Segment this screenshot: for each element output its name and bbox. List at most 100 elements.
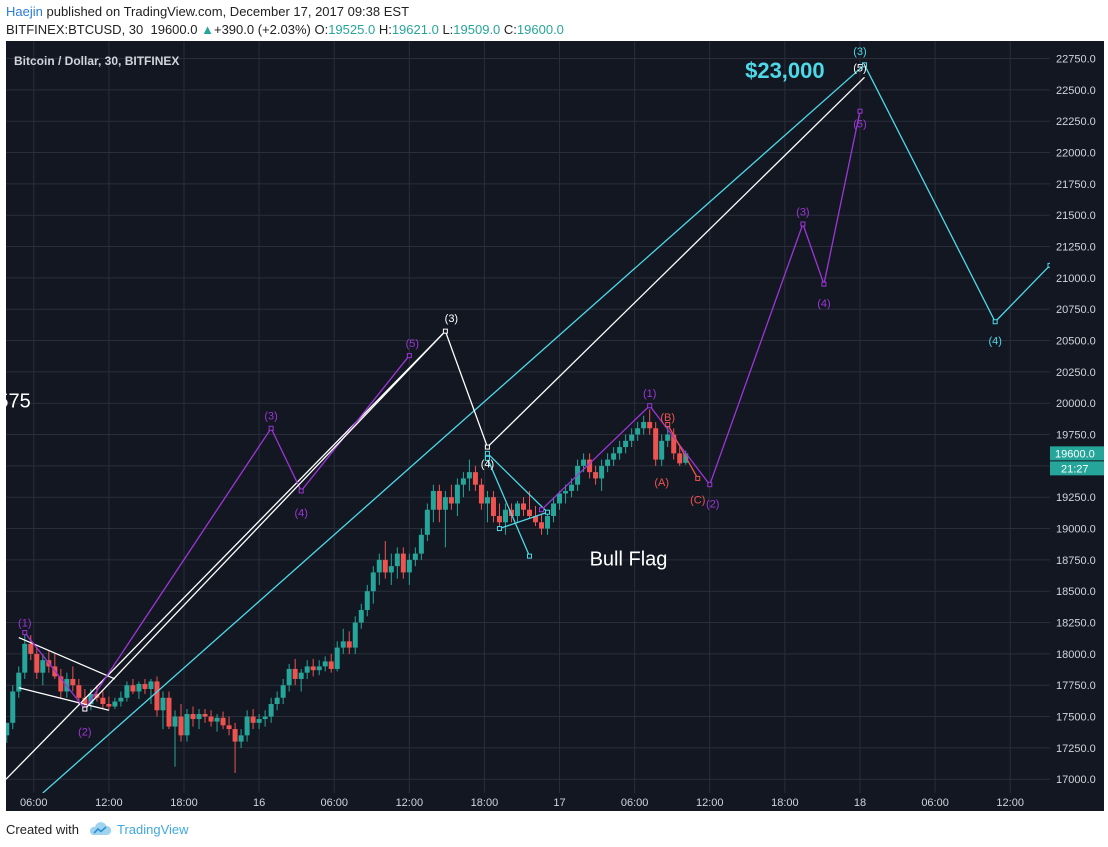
- candle-body: [412, 553, 418, 560]
- candle-body: [484, 497, 490, 504]
- price-axis[interactable]: 17000.0 17250.0 17500.0 17750.0 18000.0 18250…: [1050, 41, 1104, 793]
- candle-body: [250, 716, 256, 723]
- wave-label: (5): [406, 338, 419, 350]
- wave-point: [527, 553, 533, 559]
- candle-body: [268, 704, 274, 717]
- chart-annotation: $23,000: [745, 58, 825, 83]
- wave-point: [496, 526, 502, 532]
- tradingview-cloud-icon[interactable]: [88, 821, 112, 837]
- wave-point: [442, 328, 448, 334]
- candle-body: [304, 666, 310, 673]
- wave-point: [484, 450, 490, 456]
- open-value: 19525.0: [328, 22, 376, 37]
- wave-line: [24, 355, 410, 711]
- price-tick-label: 21000.0: [1056, 273, 1096, 285]
- candle-body: [16, 672, 22, 692]
- candle-body: [520, 503, 526, 510]
- candle-body: [448, 497, 454, 504]
- candle-body: [280, 685, 286, 698]
- wave-line: [667, 424, 699, 479]
- wave-label: (4): [294, 507, 307, 519]
- wave-lines: [6, 62, 1050, 793]
- price-tick-label: 19000.0: [1056, 524, 1096, 536]
- candle-body: [238, 735, 244, 742]
- wave-label: (3): [796, 206, 809, 218]
- time-axis[interactable]: 06:00 12:00 18:00 16 06:00 12:00 18:00 17 06:00 1…: [6, 793, 1104, 811]
- time-tick-label: 17: [553, 797, 565, 809]
- candle-body: [286, 668, 292, 686]
- close-label: C:: [503, 22, 517, 37]
- candle-body: [196, 714, 202, 720]
- wave-label: (5): [853, 119, 866, 131]
- time-tick-label: 06:00: [320, 797, 348, 809]
- candle-body: [677, 453, 683, 464]
- wave-label: (2): [706, 498, 719, 510]
- wave-label: (A): [654, 477, 669, 489]
- chart-plot-area[interactable]: (1) (2) (3) (4) (5) (3) (4) (1) (B) (A) (C) (2) (3)(…: [6, 41, 1050, 793]
- open-label: O:: [314, 22, 329, 37]
- wave-point: [22, 630, 28, 636]
- wave-label: (1): [18, 618, 31, 630]
- candle-body: [334, 647, 340, 669]
- candle-body: [256, 719, 262, 723]
- price-tick-label: 19250.0: [1056, 492, 1096, 504]
- candle-body: [527, 509, 533, 517]
- price-tick-label: 18250.0: [1056, 618, 1096, 630]
- candle-body: [533, 516, 539, 523]
- wave-point: [484, 455, 490, 461]
- price-axis-canvas: 17000.0 17250.0 17500.0 17750.0 18000.0 18250…: [1050, 54, 1104, 786]
- candle-body: [130, 685, 136, 692]
- wave-point: [545, 509, 551, 515]
- tradingview-link[interactable]: TradingView: [117, 822, 189, 837]
- wave-point: [857, 108, 863, 114]
- wave-label: (4): [481, 458, 494, 470]
- candle-body: [28, 643, 34, 654]
- wave-point: [800, 221, 806, 227]
- time-tick-label: 18:00: [170, 797, 198, 809]
- wave-line: [486, 458, 531, 557]
- wave-line: [863, 64, 1050, 323]
- trend-line: [6, 330, 446, 780]
- price-tick-label: 19750.0: [1056, 430, 1096, 442]
- candle-body: [611, 453, 617, 460]
- ohlc-line: BITFINEX:BTCUSD, 30 19600.0 ▲+390.0 (+2.…: [6, 22, 564, 37]
- time-tick-label: 18: [854, 797, 866, 809]
- candle-body: [466, 472, 472, 479]
- countdown-tag: [1050, 461, 1104, 476]
- time-tick-label: 16: [253, 797, 265, 809]
- price-tick-label: 18000.0: [1056, 649, 1096, 661]
- chart-canvas[interactable]: (1)(2)(3)(4)(5)(3)(4)(1)(B)(A)(C) (2)(3)(…: [6, 41, 1050, 793]
- wave-point: [647, 403, 653, 409]
- candle-body: [220, 717, 226, 726]
- time-tick-label: 06:00: [621, 797, 649, 809]
- candle-body: [514, 503, 520, 517]
- publish-info: published on TradingView.com, December 1…: [46, 4, 410, 19]
- footer: Created with TradingView: [0, 811, 1108, 847]
- candle-body: [10, 691, 16, 723]
- candle-body: [629, 434, 635, 441]
- wave-point: [539, 507, 545, 513]
- candle-body: [358, 610, 364, 623]
- last-price-tag: [1050, 446, 1104, 461]
- wave-line: [541, 111, 861, 511]
- wave-point: [861, 62, 867, 68]
- chart-annotation: Bull Flag: [590, 549, 668, 571]
- wave-label: (4): [988, 336, 1001, 348]
- candle-body: [551, 503, 557, 517]
- candle-body: [172, 716, 178, 727]
- wave-label: (3): [445, 313, 458, 325]
- wave-point: [406, 353, 412, 359]
- price-tick-label: 21500.0: [1056, 210, 1096, 222]
- candle-body: [665, 434, 671, 441]
- candle-body: [178, 716, 184, 736]
- price-tick-label: 17750.0: [1056, 680, 1096, 692]
- price-tick-label: 22250.0: [1056, 116, 1096, 128]
- candle-body: [490, 497, 496, 517]
- author-link[interactable]: Haejin: [6, 4, 43, 19]
- trend-line: [42, 64, 865, 793]
- candle-body: [587, 459, 593, 473]
- high-value: 19621.0: [391, 22, 439, 37]
- publish-line: Haejin published on TradingView.com, Dec…: [6, 4, 409, 19]
- candle-body: [262, 716, 268, 720]
- wave-label: (B): [660, 412, 675, 424]
